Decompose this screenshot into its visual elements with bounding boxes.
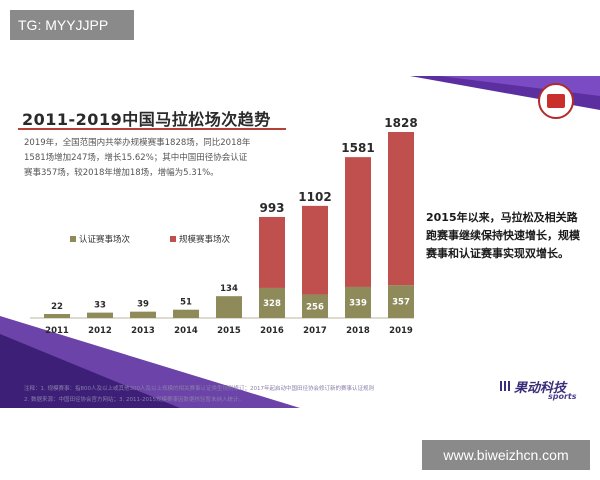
brand-name: 果动科技 bbox=[514, 381, 567, 396]
bar-inner-label-2016: 328 bbox=[263, 299, 281, 309]
bar-certified-2012 bbox=[87, 312, 113, 318]
purple-bottom-dark bbox=[0, 334, 180, 408]
x-tick-label-2016: 2016 bbox=[260, 326, 284, 336]
watermark-url-badge: www.biweizhcn.com bbox=[422, 440, 590, 470]
bar-value-label-2017: 1102 bbox=[298, 190, 331, 204]
footer-note-2: 2. 数据来源：中国田径协会官方网站；3. 2011-2015规模赛事因数据核验… bbox=[24, 397, 244, 403]
bar-inner-label-2019: 357 bbox=[392, 298, 410, 308]
x-tick-label-2012: 2012 bbox=[88, 326, 112, 336]
footer-notes: 注释：1. 规模赛事：指800人及以上或其他300人及以上规模的相关赛事认证类型… bbox=[24, 384, 494, 406]
watermark-tg-badge: TG: MYYJJPP bbox=[10, 10, 134, 40]
x-tick-label-2013: 2013 bbox=[131, 326, 155, 336]
x-tick-label-2018: 2018 bbox=[346, 326, 370, 336]
bar-value-label-2016: 993 bbox=[259, 201, 284, 215]
bar-value-label-2019: 1828 bbox=[384, 116, 417, 130]
x-tick-label-2011: 2011 bbox=[45, 326, 69, 336]
title-underline bbox=[18, 128, 286, 130]
bar-scale-2017 bbox=[302, 205, 328, 295]
checkered-flag-icon bbox=[500, 381, 512, 391]
legend-swatch-scale bbox=[170, 236, 176, 242]
purple-bottom-band bbox=[0, 316, 600, 416]
bar-certified-2017 bbox=[302, 294, 328, 318]
brand-subtitle: sports bbox=[548, 392, 577, 401]
legend-item-scale: 规模赛事场次 bbox=[170, 233, 230, 245]
legend-label-certified: 认证赛事场次 bbox=[79, 235, 131, 245]
legend-swatch-certified bbox=[70, 236, 76, 242]
bar-certified-2018 bbox=[345, 286, 371, 318]
chart-title: 2011-2019中国马拉松场次趋势 bbox=[22, 110, 271, 129]
bar-value-label-2014: 51 bbox=[180, 298, 192, 308]
bar-scale-2018 bbox=[345, 157, 371, 287]
bar-certified-2015 bbox=[216, 296, 242, 318]
bar-value-label-2015: 134 bbox=[220, 284, 238, 294]
bar-inner-label-2018: 339 bbox=[349, 298, 367, 308]
x-tick-label-2015: 2015 bbox=[217, 326, 241, 336]
bar-certified-2013 bbox=[130, 311, 156, 318]
side-summary-text: 2015年以来，马拉松及相关路跑赛事继续保持快速增长，规模赛事和认证赛事实现双增… bbox=[426, 211, 580, 260]
bar-certified-2019 bbox=[388, 285, 414, 318]
legend-item-certified: 认证赛事场次 bbox=[70, 233, 130, 245]
x-tick-label-2014: 2014 bbox=[174, 326, 198, 336]
x-tick-label-2017: 2017 bbox=[303, 326, 327, 336]
bar-scale-2016 bbox=[259, 216, 285, 288]
x-tick-label-2019: 2019 bbox=[389, 326, 413, 336]
bar-value-label-2013: 39 bbox=[137, 300, 149, 310]
bar-certified-2011 bbox=[44, 314, 70, 318]
bar-value-label-2011: 22 bbox=[51, 302, 63, 312]
bar-certified-2016 bbox=[259, 287, 285, 318]
bar-inner-label-2017: 256 bbox=[306, 302, 324, 312]
bar-scale-2019 bbox=[388, 132, 414, 286]
association-seal-logo bbox=[538, 83, 574, 119]
bar-value-label-2012: 33 bbox=[94, 301, 106, 311]
brand-logo: 果动科技 sports bbox=[500, 377, 596, 407]
footer-note-1: 注释：1. 规模赛事：指800人及以上或其他300人及以上规模的相关赛事认证类型… bbox=[24, 386, 374, 392]
bar-certified-2014 bbox=[173, 309, 199, 318]
description-text: 2019年，全国范围内共举办规模赛事1828场，同比2018年1581场增加24… bbox=[24, 138, 251, 178]
seal-flag-icon bbox=[547, 94, 565, 108]
legend-label-scale: 规模赛事场次 bbox=[179, 235, 231, 245]
bar-value-label-2018: 1581 bbox=[341, 141, 374, 155]
